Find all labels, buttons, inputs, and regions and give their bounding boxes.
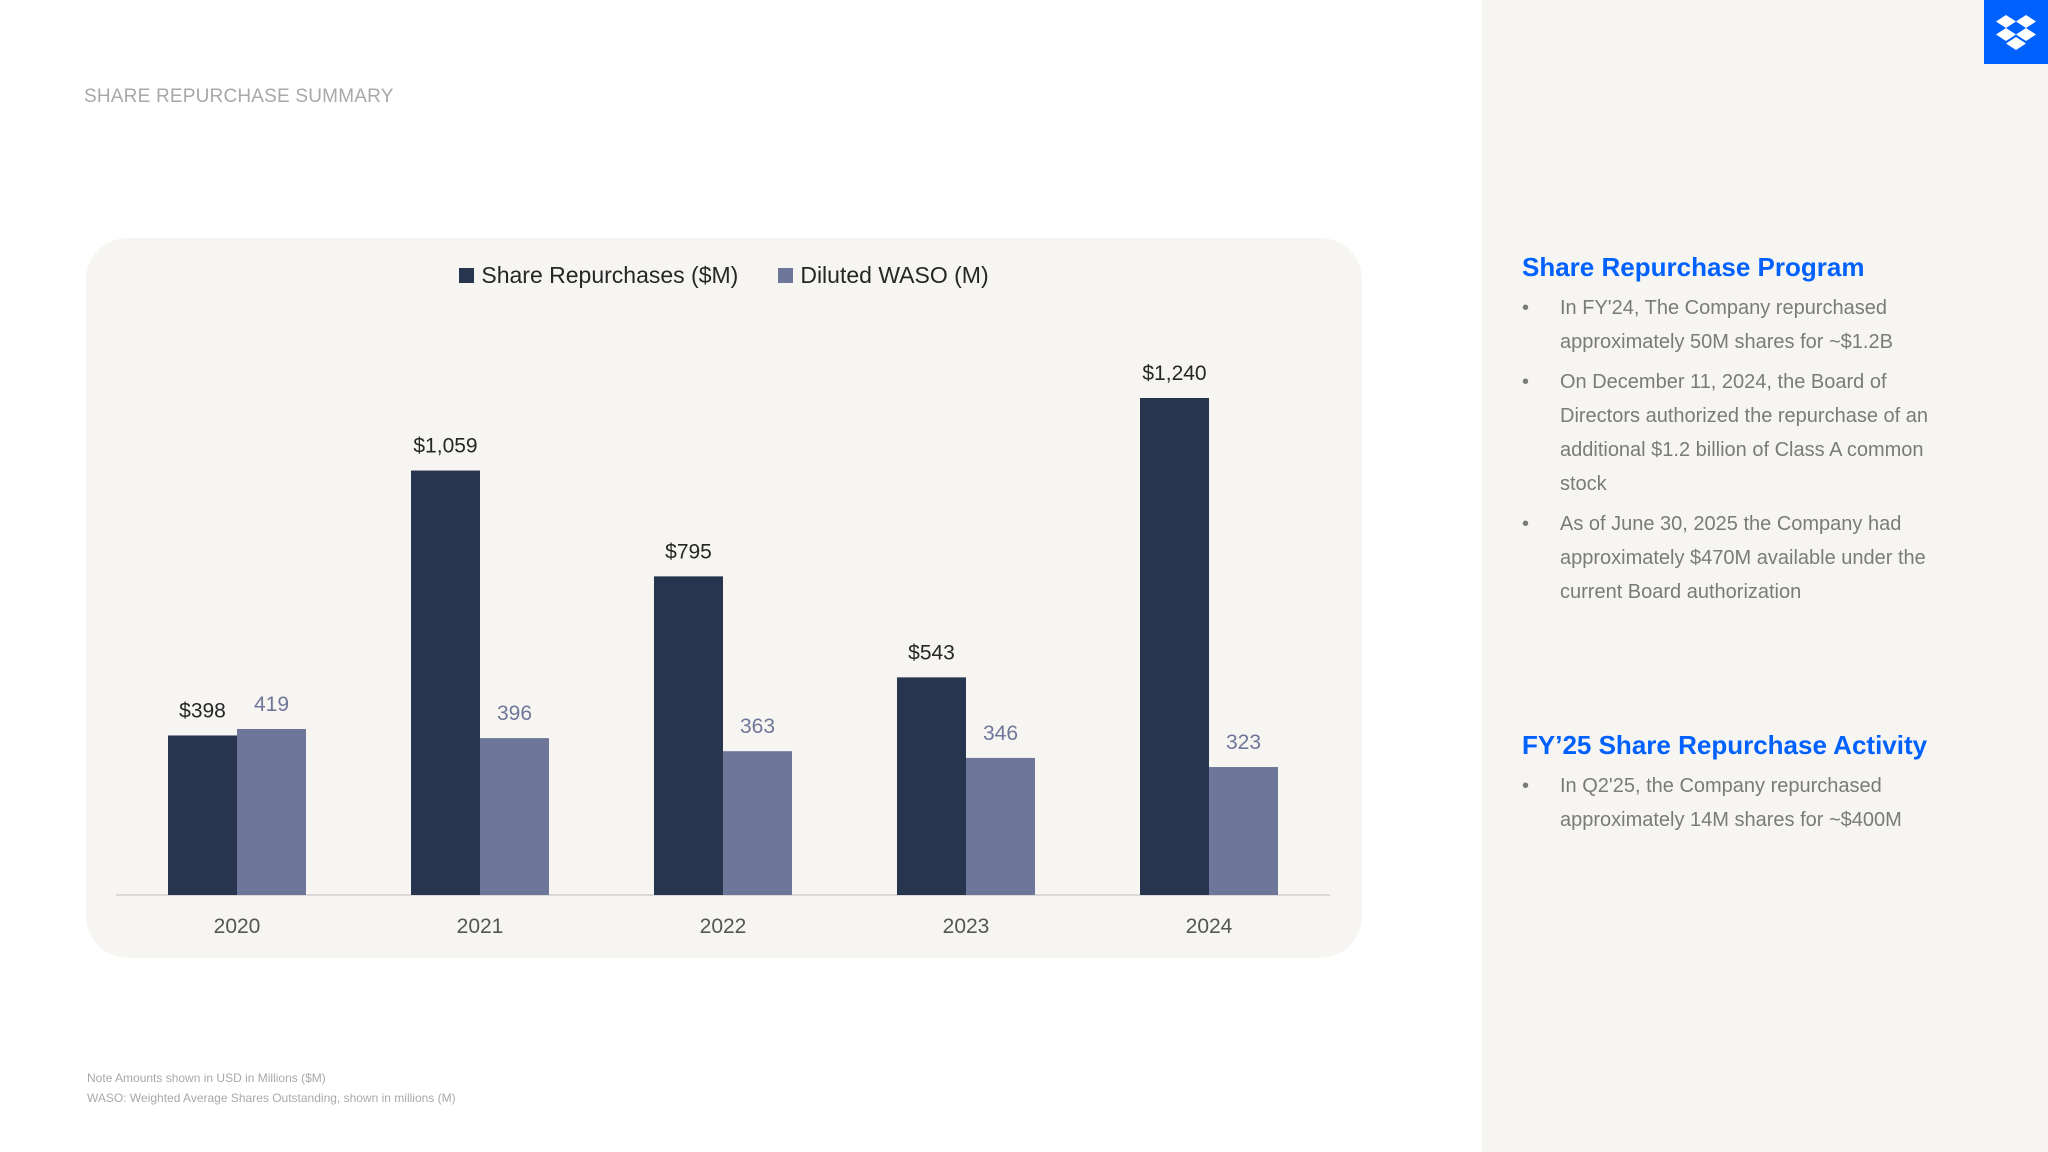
bar-share-repurchases <box>654 576 723 895</box>
legend-item-waso: Diluted WASO (M) <box>778 262 989 289</box>
program-bullets: • In FY'24, The Company repurchased appro… <box>1522 291 1962 615</box>
bullet-text: As of June 30, 2025 the Company had appr… <box>1560 513 1926 603</box>
bullet-dot: • <box>1522 371 1530 393</box>
bullet-dot: • <box>1522 513 1530 535</box>
bullet-dot: • <box>1522 775 1530 797</box>
bar-diluted-waso <box>723 751 792 895</box>
chart-legend: Share Repurchases ($M) Diluted WASO (M) <box>0 262 1448 289</box>
bar-chart: $398 419 2020 $1,059 396 2021 $795 363 2022 $543 3… <box>116 362 1330 938</box>
program-bullet: • On December 11, 2024, the Board of Dire… <box>1522 365 1962 501</box>
legend-label-repurchases: Share Repurchases ($M) <box>481 262 739 288</box>
program-heading: Share Repurchase Program <box>1522 252 1865 282</box>
x-tick-label: 2022 <box>700 915 747 938</box>
bar-share-repurchases <box>411 470 480 895</box>
legend-label-waso: Diluted WASO (M) <box>800 262 989 288</box>
footnote-waso: WASO: Weighted Average Shares Outstandin… <box>87 1091 456 1105</box>
x-tick-label: 2020 <box>214 915 261 938</box>
program-bullet: • In FY'24, The Company repurchased appro… <box>1522 291 1962 359</box>
data-label-share-repurchases: $795 <box>665 540 712 563</box>
bullet-text: In Q2'25, the Company repurchased approx… <box>1560 775 1902 831</box>
activity-bullet: • In Q2'25, the Company repurchased appro… <box>1522 769 1962 837</box>
program-bullet: • As of June 30, 2025 the Company had app… <box>1522 507 1962 609</box>
data-label-diluted-waso: 396 <box>497 702 532 725</box>
data-label-share-repurchases: $1,059 <box>413 435 477 458</box>
dropbox-logo-glyph <box>1996 15 2036 50</box>
data-label-diluted-waso: 346 <box>983 722 1018 745</box>
bar-share-repurchases <box>1140 398 1209 895</box>
legend-swatch-waso <box>778 268 794 283</box>
activity-heading: FY’25 Share Repurchase Activity <box>1522 730 1928 760</box>
data-label-diluted-waso: 323 <box>1226 731 1261 754</box>
bar-share-repurchases <box>897 677 966 895</box>
right-panel <box>1482 0 2048 1152</box>
slide-title: SHARE REPURCHASE SUMMARY <box>84 86 394 107</box>
x-tick-label: 2021 <box>457 915 504 938</box>
bar-diluted-waso <box>237 729 306 895</box>
legend-item-repurchases: Share Repurchases ($M) <box>459 262 738 289</box>
bar-diluted-waso <box>966 757 1035 895</box>
footnote-amounts: Note Amounts shown in USD in Millions ($… <box>87 1071 326 1085</box>
x-tick-label: 2023 <box>943 915 990 938</box>
bar-diluted-waso <box>1209 767 1278 895</box>
data-label-share-repurchases: $398 <box>179 699 226 722</box>
x-tick-label: 2024 <box>1186 915 1233 938</box>
dropbox-logo-icon <box>1984 0 2048 64</box>
bar-share-repurchases <box>168 735 237 895</box>
data-label-diluted-waso: 363 <box>740 715 775 738</box>
data-label-share-repurchases: $543 <box>908 641 955 664</box>
activity-bullets: • In Q2'25, the Company repurchased appro… <box>1522 769 1962 843</box>
bullet-text: On December 11, 2024, the Board of Direc… <box>1560 371 1928 495</box>
data-label-share-repurchases: $1,240 <box>1142 362 1206 385</box>
bullet-dot: • <box>1522 297 1530 319</box>
legend-swatch-repurchases <box>459 268 475 283</box>
data-label-diluted-waso: 419 <box>254 693 289 716</box>
bar-diluted-waso <box>480 738 549 895</box>
bullet-text: In FY'24, The Company repurchased approx… <box>1560 297 1893 353</box>
